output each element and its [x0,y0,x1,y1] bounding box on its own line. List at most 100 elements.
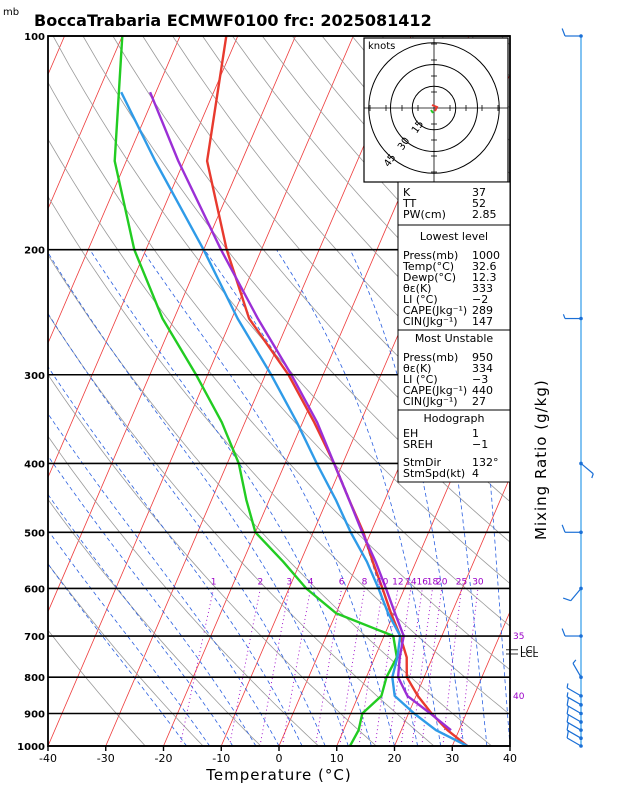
pressure-tick-label: 700 [24,632,45,643]
isotherm [509,744,510,746]
mixing-ratio-label: 14 [405,577,417,587]
x-tick-label: 40 [503,752,517,765]
indices-box [397,329,511,411]
mixing-ratio-label: 2 [257,577,263,587]
hodograph-trace [431,104,439,112]
lcl-label: LCL [520,645,539,656]
indices-panel: K 37 TT 52 PW(cm) 2.85 Lowest level Press(mb) 10… [397,181,511,483]
index-value: 2.85 [472,208,497,221]
pressure-tick-label: 400 [24,459,45,470]
indices-box [397,409,511,483]
wind-barb-flag [561,28,566,37]
mixing-ratio-label: 1 [211,577,217,587]
moist-adiabat [141,249,395,746]
series-line-3 [148,91,452,732]
series-line-1 [113,36,398,746]
wind-barb-staff [572,663,582,678]
pressure-tick-label: 300 [24,371,45,382]
index-value: 1000 [472,249,500,262]
annotation-35: 35 [513,632,524,642]
x-tick-label: 10 [330,752,344,765]
mixing-ratio-label: 4 [308,577,314,587]
pressure-tick-label: 800 [24,673,45,684]
pressure-tick-label: 1000 [17,742,45,753]
isotherm [48,36,239,479]
index-value: 12.3 [472,271,497,284]
moist-adiabat [276,249,442,746]
dry-adiabat [48,563,204,746]
plot-area [48,36,618,746]
index-key: θε(K) [403,282,431,295]
index-value: 334 [472,362,493,375]
mixing-ratio-label: 6 [339,577,345,587]
index-key: CIN(Jkg⁻¹) [403,315,458,328]
index-value: 440 [472,384,493,397]
index-value: 52 [472,197,486,210]
isotherm [568,36,618,746]
dry-adiabat [112,36,510,503]
index-value: 289 [472,304,493,317]
dry-adiabat [48,81,510,627]
x-tick-label: 0 [276,752,283,765]
moist-adiabat [48,365,303,746]
index-value: −3 [472,373,488,386]
wind-barb-staff [566,729,582,739]
annotation-40: 40 [513,692,525,702]
indices-header: Most Unstable [415,332,494,345]
index-key: PW(cm) [403,208,446,221]
pressure-tick-label: 500 [24,528,45,539]
index-key: Temp(°C) [402,260,454,273]
wind-barb-staff [566,696,582,706]
index-key: Press(mb) [403,351,458,364]
wind-barb-staff [566,687,582,697]
mixing-ratio-line [259,588,290,746]
indices-header: Lowest level [420,230,488,243]
index-key: K [403,186,411,199]
moist-adiabat [48,455,257,746]
pressure-tick-label: 900 [24,710,45,721]
indices-header: Hodograph [424,412,485,425]
mixing-ratio-line [411,588,433,746]
mixing-ratio-label: 18 [427,577,439,587]
dry-adiabat [48,373,377,746]
mixing-ratio-line [179,588,215,746]
index-value: 333 [472,282,493,295]
wind-barb-flag [561,628,566,637]
wind-barb-flag [566,722,570,731]
wind-profile [561,28,594,748]
dry-adiabat [52,36,510,585]
moist-adiabat [414,249,488,746]
mixing-ratio-label: 8 [362,577,368,587]
isotherm [451,610,510,746]
wind-barb-staff [580,463,594,475]
isotherm [48,36,296,613]
index-key: SREH [403,438,433,451]
index-value: 27 [472,395,486,408]
index-key: θε(K) [403,362,431,375]
moist-adiabat [48,529,211,746]
index-key: TT [402,197,417,210]
index-key: Dewp(°C) [403,271,456,284]
mixing-ratio-label: 12 [392,577,403,587]
isotherm [48,36,123,210]
pressure-tick-label: 200 [24,246,45,257]
index-key: CAPE(Jkg⁻¹) [403,304,467,317]
wind-barb-flag [566,697,570,706]
dry-adiabat [48,138,510,671]
x-tick-label: -20 [155,752,173,765]
unit-label: mb [3,7,19,18]
isotherm [48,36,354,746]
dry-adiabat [142,36,510,463]
index-value: −1 [472,438,488,451]
x-axis-label: Temperature (°C) [205,766,351,784]
x-tick-label: -30 [97,752,115,765]
wind-barb-flag [566,714,570,723]
x-tick-label: -40 [39,752,57,765]
wind-barb-flag [572,659,577,664]
mixing-ratio-label: 16 [417,577,429,587]
hodograph-trace [430,109,434,114]
x-tick-label: 30 [445,752,459,765]
index-key: Press(mb) [403,249,458,262]
wind-barb-flag [561,524,566,533]
mixing-ratio-line [228,588,261,746]
